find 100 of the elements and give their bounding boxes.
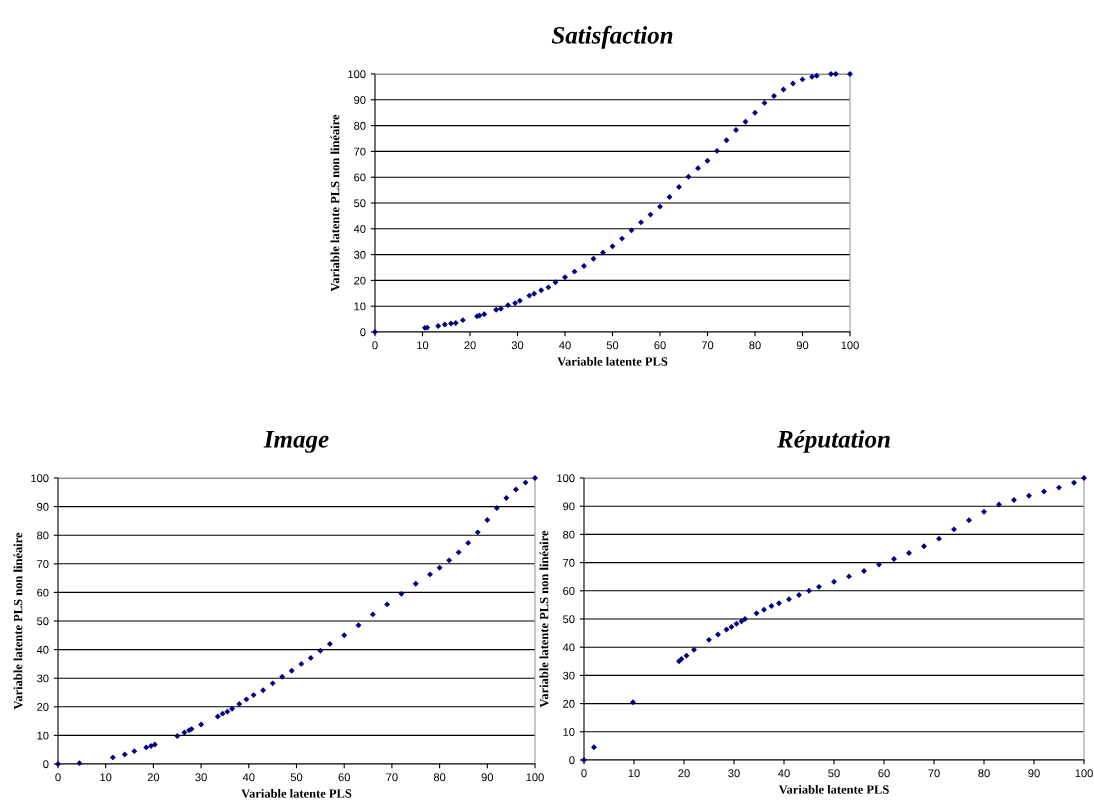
point xyxy=(715,631,721,638)
point xyxy=(609,243,616,250)
point xyxy=(229,705,236,712)
x-tick-label: 90 xyxy=(481,773,494,782)
x-axis-title: Variable latente PLS xyxy=(241,788,352,798)
point xyxy=(465,539,472,546)
point xyxy=(398,590,405,597)
y-tick-label: 30 xyxy=(37,674,49,683)
x-tick-label: 90 xyxy=(1028,769,1040,778)
point xyxy=(484,517,491,523)
point xyxy=(832,71,839,77)
x-axis-title: Variable latente PLS xyxy=(778,784,889,794)
point xyxy=(936,535,942,542)
point xyxy=(771,92,777,99)
y-tick-label: 20 xyxy=(563,699,575,708)
point xyxy=(1071,479,1077,486)
x-tick-label: 80 xyxy=(749,341,761,350)
point xyxy=(816,583,822,590)
y-tick-label: 30 xyxy=(354,250,366,259)
point xyxy=(481,311,488,318)
x-tick-label: 0 xyxy=(372,341,378,350)
point xyxy=(723,137,730,144)
point xyxy=(441,321,448,328)
point xyxy=(198,721,205,728)
x-tick-label: 20 xyxy=(678,769,690,778)
point xyxy=(809,73,815,80)
y-axis-title: Variable latente PLS non linéaire xyxy=(330,114,340,292)
point xyxy=(243,696,250,703)
chart-title: Réputation xyxy=(777,430,890,453)
point xyxy=(704,157,711,164)
point xyxy=(728,623,735,630)
point xyxy=(260,687,267,694)
y-tick-label: 40 xyxy=(353,225,366,233)
x-tick-label: 60 xyxy=(878,769,890,778)
y-tick-label: 80 xyxy=(354,121,366,130)
x-tick-label: 30 xyxy=(195,773,207,782)
y-tick-label: 10 xyxy=(354,302,366,311)
y-tick-label: 60 xyxy=(563,587,575,595)
point xyxy=(497,305,504,312)
point xyxy=(981,508,987,515)
point xyxy=(581,263,587,269)
y-tick-label: 40 xyxy=(36,645,49,654)
point xyxy=(562,274,568,281)
point xyxy=(630,699,636,706)
point xyxy=(831,578,837,585)
y-tick-label: 70 xyxy=(354,147,366,156)
point xyxy=(628,227,635,234)
point xyxy=(181,729,188,736)
point xyxy=(446,557,453,564)
x-tick-label: 70 xyxy=(928,769,940,778)
y-tick-label: 0 xyxy=(43,760,49,769)
point xyxy=(151,741,158,748)
x-tick-label: 100 xyxy=(841,341,859,350)
x-tick-label: 20 xyxy=(147,773,160,782)
x-axis-title: Variable latente PLS xyxy=(557,356,668,366)
point xyxy=(951,526,957,533)
x-tick-label: 80 xyxy=(433,773,446,782)
point xyxy=(657,203,663,210)
point xyxy=(600,249,606,256)
y-axis-title: Variable latente PLS non linéaire xyxy=(539,530,549,708)
x-tick-label: 20 xyxy=(464,341,476,350)
x-tick-label: 0 xyxy=(55,773,61,782)
point xyxy=(1041,488,1047,495)
point xyxy=(876,561,882,568)
y-tick-label: 20 xyxy=(37,703,49,711)
x-tick-label: 10 xyxy=(100,773,112,782)
point xyxy=(1056,484,1062,491)
point xyxy=(742,118,749,125)
point xyxy=(786,596,792,603)
point xyxy=(761,606,767,613)
point xyxy=(683,652,690,659)
point xyxy=(448,320,454,327)
y-tick-label: 90 xyxy=(563,502,575,511)
x-tick-label: 90 xyxy=(796,341,809,350)
point xyxy=(76,760,83,767)
point xyxy=(307,654,314,661)
chart-title: Satisfaction xyxy=(551,25,673,49)
y-tick-label: 70 xyxy=(563,558,575,567)
point xyxy=(799,76,806,83)
point xyxy=(752,109,758,116)
point xyxy=(143,744,150,751)
point xyxy=(236,700,243,707)
point xyxy=(474,529,481,536)
y-tick-label: 40 xyxy=(562,643,575,652)
x-tick-label: 70 xyxy=(701,341,714,350)
y-tick-label: 100 xyxy=(31,474,49,483)
point xyxy=(591,744,597,751)
point xyxy=(790,80,796,87)
point xyxy=(706,636,712,643)
point xyxy=(531,290,538,297)
x-tick-label: 30 xyxy=(728,769,740,778)
y-axis-title: Variable latente PLS non linéaire xyxy=(13,532,23,710)
point xyxy=(996,501,1002,508)
point xyxy=(638,219,644,226)
y-tick-label: 50 xyxy=(37,617,49,626)
y-tick-label: 50 xyxy=(354,199,366,208)
point xyxy=(436,564,443,571)
point xyxy=(738,618,745,625)
x-tick-label: 80 xyxy=(978,769,990,778)
point xyxy=(341,632,348,639)
